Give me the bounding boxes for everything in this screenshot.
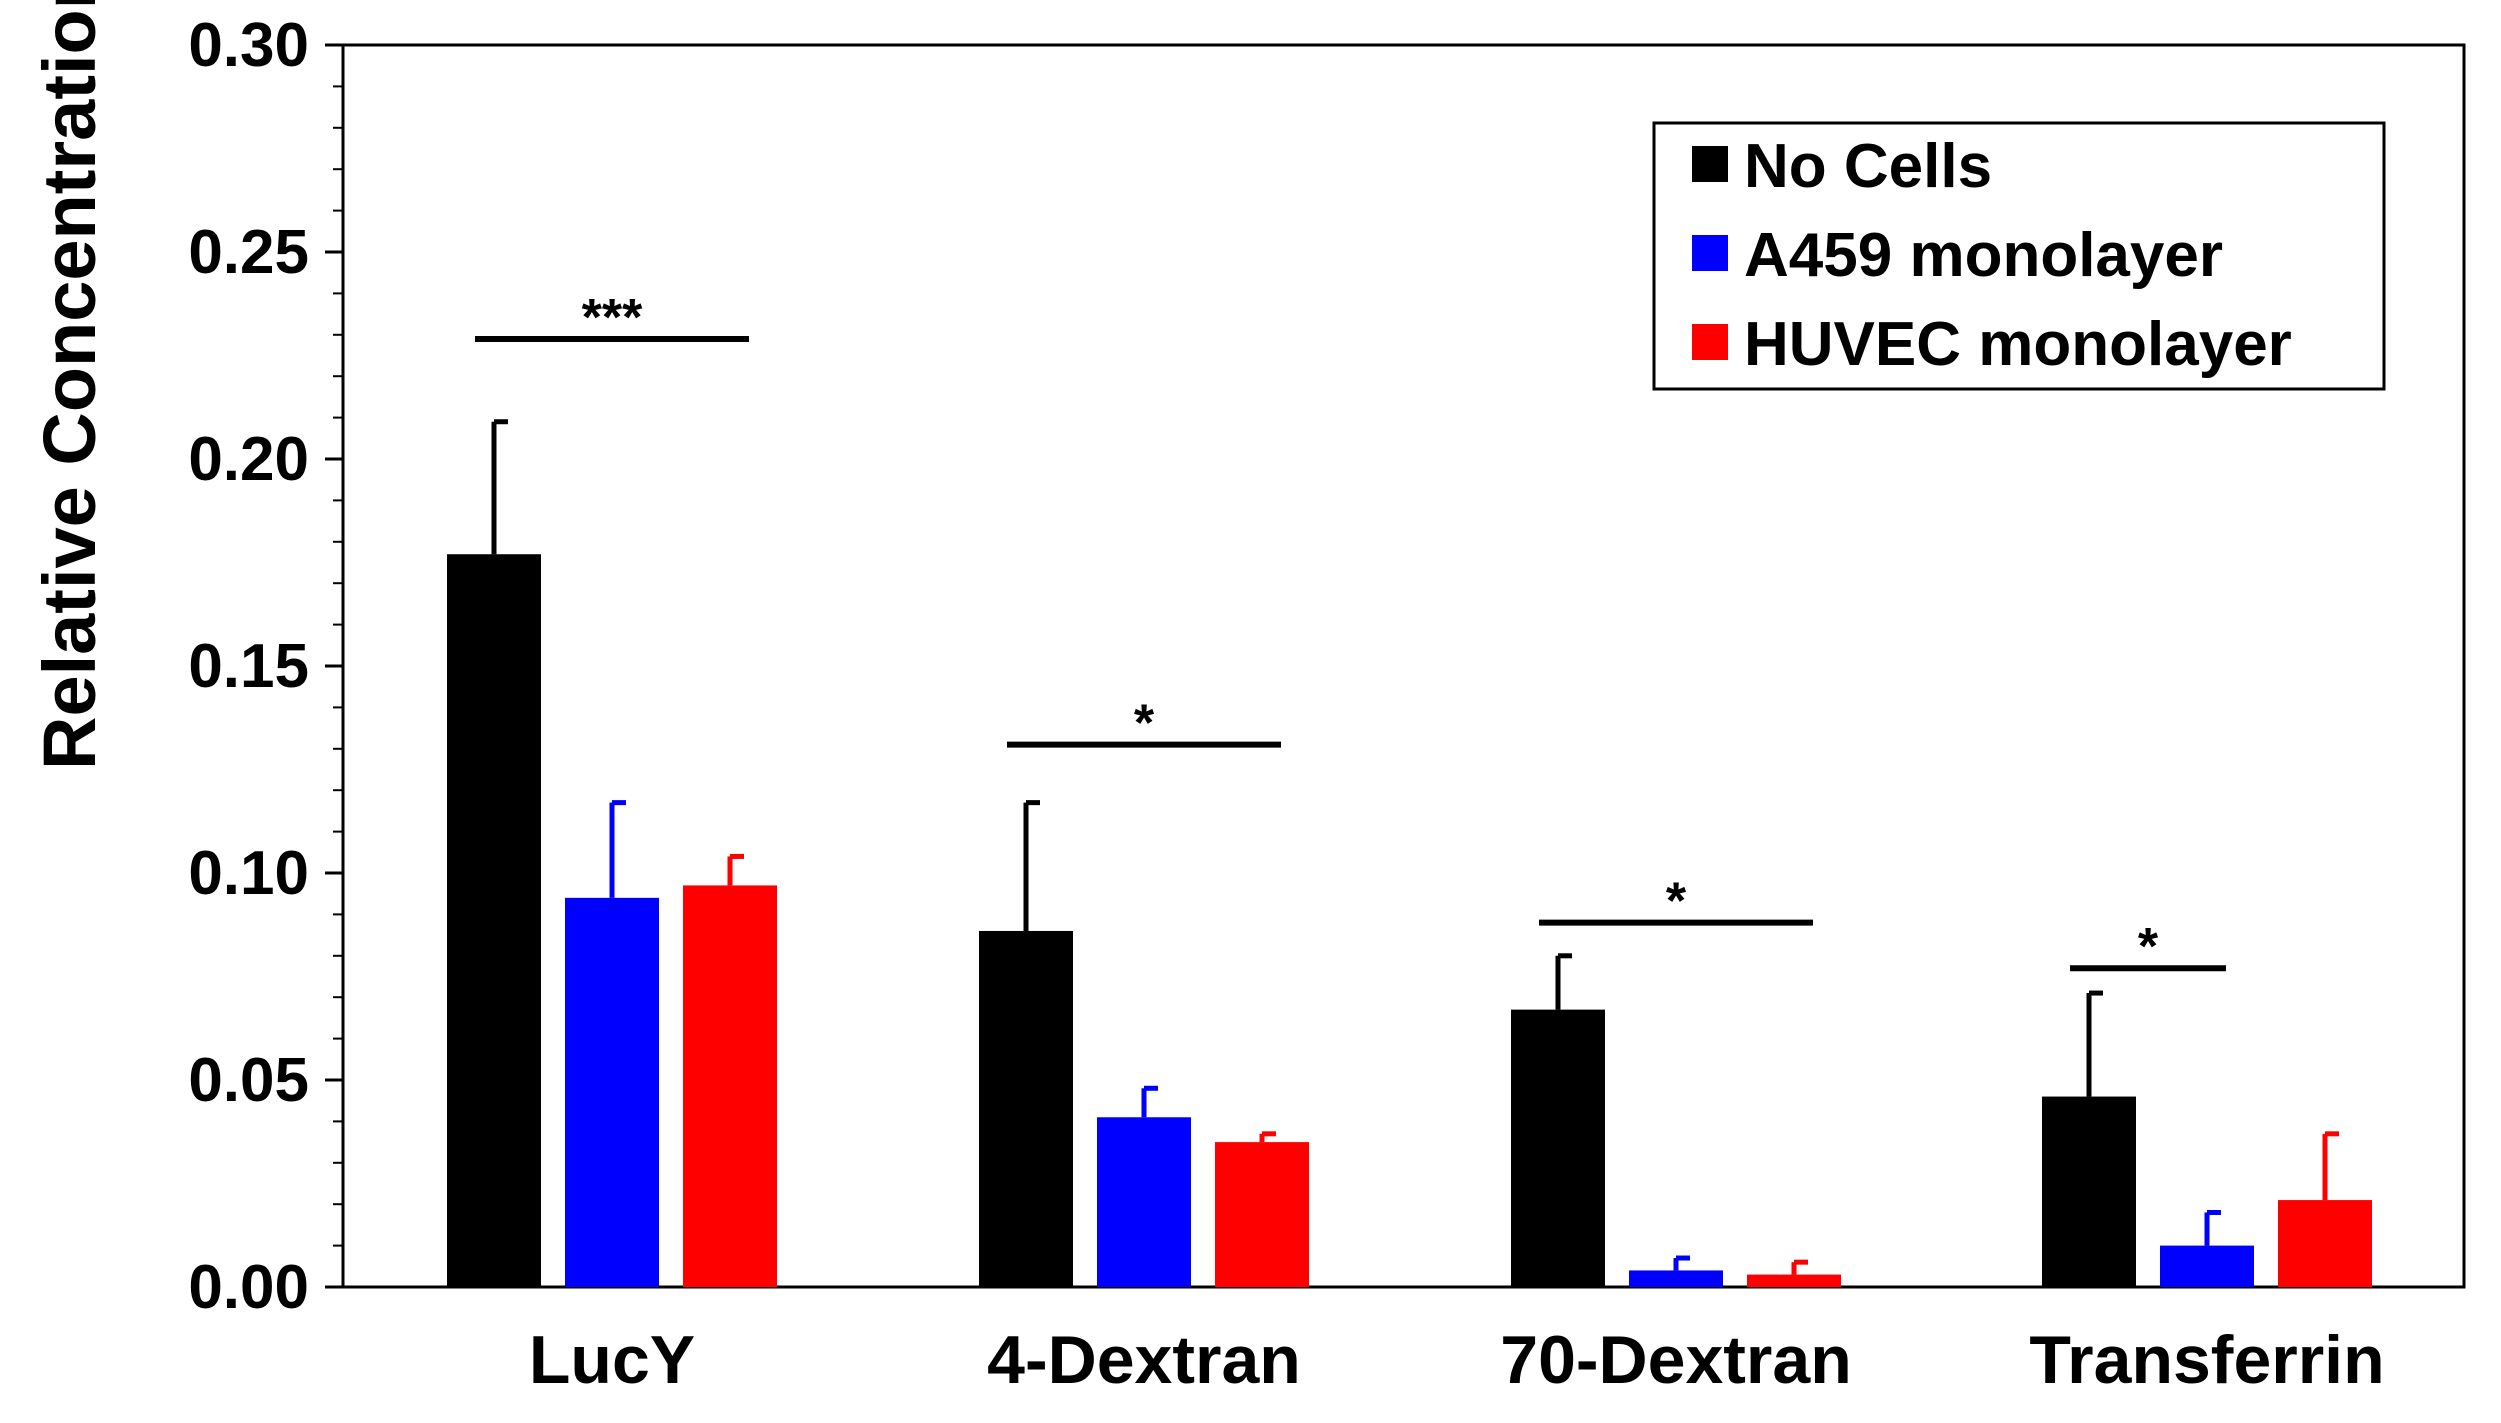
x-category-label: Transferrin — [2029, 1322, 2384, 1398]
legend-swatch-huvec — [1692, 324, 1728, 360]
bar-2-3 — [2278, 1200, 2372, 1287]
y-tick-label: 0.30 — [188, 11, 309, 80]
plot-area: 0.00 0.05 0.10 0.15 0.20 0.25 0.30 LucY 4-Dextra… — [188, 11, 2466, 1398]
legend-label-huvec: HUVEC monolayer — [1744, 310, 2292, 379]
y-tick-label: 0.10 — [188, 839, 309, 908]
legend-swatch-no-cells — [1692, 146, 1728, 182]
bar-0-2 — [1511, 1009, 1605, 1287]
legend: No Cells A459 monolayer HUVEC monolayer — [1652, 121, 2386, 391]
significance-marker: *** — [582, 289, 643, 347]
y-tick-label: 0.15 — [188, 632, 309, 701]
significance-marker: * — [1666, 873, 1687, 931]
bar-1-3 — [2160, 1245, 2254, 1287]
bar-0-0 — [447, 554, 541, 1287]
legend-label-a459: A459 monolayer — [1744, 221, 2223, 290]
significance-marker: * — [2138, 918, 2159, 976]
y-tick-label: 0.20 — [188, 425, 309, 494]
y-tick-label: 0.25 — [188, 218, 309, 287]
bar-2-2 — [1747, 1274, 1841, 1287]
y-tick-label: 0.05 — [188, 1046, 309, 1115]
x-category-label: 70-Dextran — [1500, 1322, 1852, 1398]
bar-0-1 — [979, 930, 1073, 1287]
bar-1-1 — [1097, 1117, 1191, 1287]
bar-2-0 — [683, 885, 777, 1287]
legend-frame — [1652, 121, 2386, 391]
y-axis-title: Relative Concentration, Ct2/C0 — [28, 0, 122, 770]
x-category-label: 4-Dextran — [987, 1322, 1301, 1398]
legend-swatch-a459 — [1692, 235, 1728, 271]
legend-label-no-cells: No Cells — [1744, 132, 1992, 201]
significance-marker: * — [1134, 695, 1155, 753]
y-tick-label: 0.00 — [188, 1253, 309, 1322]
bar-1-2 — [1629, 1270, 1723, 1287]
x-category-label: LucY — [529, 1322, 695, 1398]
bar-2-1 — [1215, 1142, 1309, 1287]
bar-1-0 — [565, 897, 659, 1287]
bar-0-3 — [2042, 1096, 2136, 1287]
